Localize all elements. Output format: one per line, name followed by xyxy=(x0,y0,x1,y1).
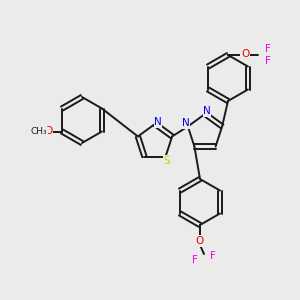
Text: CH₃: CH₃ xyxy=(31,127,47,136)
Text: F: F xyxy=(265,44,271,54)
Text: S: S xyxy=(163,156,170,166)
Text: F: F xyxy=(192,255,198,265)
Text: N: N xyxy=(182,118,190,128)
Text: O: O xyxy=(241,49,249,59)
Text: N: N xyxy=(154,117,162,127)
Text: F: F xyxy=(210,251,216,261)
Text: F: F xyxy=(265,56,271,66)
Text: O: O xyxy=(44,127,52,136)
Text: N: N xyxy=(203,106,211,116)
Text: O: O xyxy=(196,236,204,246)
